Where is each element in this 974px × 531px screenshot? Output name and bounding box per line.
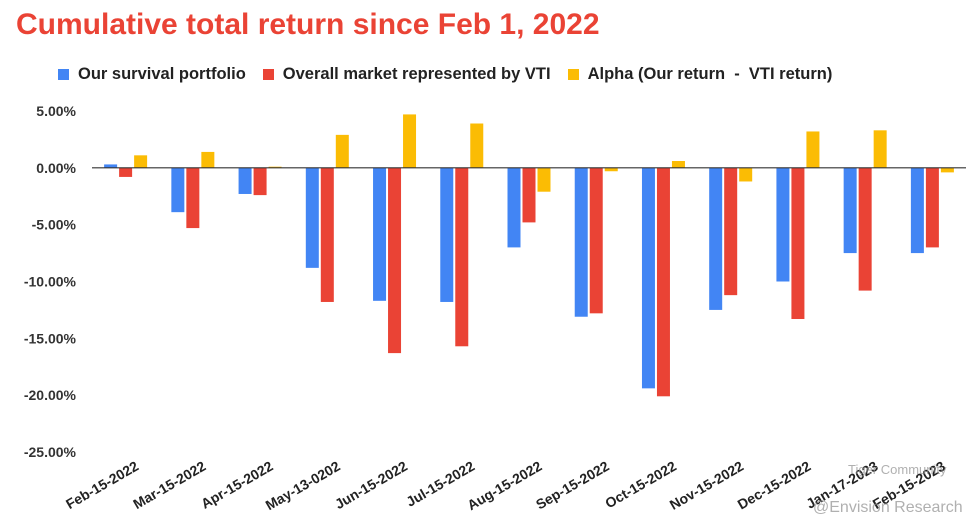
- bar-alpha: [470, 123, 484, 168]
- bar-vti: [320, 167, 334, 302]
- x-tick-label: Jun-15-2022: [332, 458, 410, 512]
- bar-alpha: [134, 155, 148, 168]
- legend-label-alpha: Alpha (Our return - VTI return): [587, 65, 833, 83]
- x-tick-label: Aug-15-2022: [464, 458, 544, 514]
- watermark-tiger-community: Tiger Community: [848, 462, 947, 477]
- bar-vti: [455, 167, 469, 347]
- bar-alpha: [940, 167, 954, 173]
- bar-vti: [388, 167, 402, 354]
- bar-alpha: [873, 130, 887, 168]
- bar-vti: [522, 167, 536, 223]
- bar-portfolio: [440, 167, 454, 302]
- bar-alpha: [806, 131, 820, 168]
- y-tick-label: 0.00%: [36, 160, 76, 176]
- bar-portfolio: [843, 167, 857, 254]
- x-tick-label: Mar-15-2022: [130, 458, 208, 512]
- bar-alpha: [403, 114, 417, 168]
- x-tick-label: Sep-15-2022: [533, 458, 612, 513]
- bar-vti: [589, 167, 603, 314]
- bar-portfolio: [574, 167, 588, 317]
- chart-legend: Our survival portfolio Overall market re…: [58, 65, 849, 84]
- bar-portfolio: [709, 167, 723, 310]
- y-tick-label: -10.00%: [24, 274, 77, 290]
- bar-alpha: [739, 167, 753, 182]
- bar-vti: [858, 167, 872, 291]
- y-tick-label: 5.00%: [36, 103, 76, 119]
- bar-alpha: [537, 167, 551, 192]
- bar-portfolio: [641, 167, 655, 389]
- watermark-envision-research: @Envision Research: [813, 499, 963, 516]
- bar-portfolio: [910, 167, 924, 254]
- bar-alpha: [201, 151, 215, 168]
- bar-vti: [925, 167, 939, 248]
- bar-vti: [656, 167, 670, 397]
- x-tick-label: May-13-0202: [263, 458, 343, 514]
- y-tick-label: -15.00%: [24, 330, 77, 346]
- bar-portfolio: [104, 164, 118, 168]
- bar-portfolio: [507, 167, 521, 248]
- bar-alpha: [671, 161, 685, 168]
- x-tick-label: Nov-15-2022: [667, 458, 747, 513]
- bar-vti: [724, 167, 738, 296]
- y-tick-label: -25.00%: [24, 444, 77, 460]
- y-tick-label: -20.00%: [24, 387, 77, 403]
- bar-portfolio: [238, 167, 252, 194]
- x-tick-label: Dec-15-2022: [735, 458, 814, 513]
- bar-portfolio: [305, 167, 319, 268]
- bar-portfolio: [373, 167, 387, 301]
- bar-vti: [186, 167, 200, 229]
- bar-portfolio: [171, 167, 185, 213]
- legend-swatch-alpha: [567, 69, 579, 80]
- x-tick-label: Oct-15-2022: [602, 458, 679, 512]
- legend-swatch-portfolio: [58, 69, 69, 80]
- bar-vti: [119, 167, 133, 177]
- bar-alpha: [604, 167, 618, 172]
- legend-swatch-vti: [262, 69, 274, 80]
- legend-item-portfolio: Our survival portfolio: [58, 65, 246, 84]
- chart-title: Cumulative total return since Feb 1, 202…: [16, 8, 600, 41]
- legend-label-vti: Overall market represented by VTI: [282, 65, 551, 83]
- legend-label-portfolio: Our survival portfolio: [78, 65, 246, 83]
- bar-portfolio: [776, 167, 790, 282]
- bar-vti: [791, 167, 805, 320]
- bar-vti: [253, 167, 267, 196]
- bar-alpha: [335, 134, 349, 168]
- legend-item-vti: Overall market represented by VTI: [262, 65, 551, 84]
- legend-item-alpha: Alpha (Our return - VTI return): [567, 65, 833, 84]
- x-tick-label: Feb-15-2022: [63, 458, 141, 512]
- y-tick-label: -5.00%: [32, 217, 77, 233]
